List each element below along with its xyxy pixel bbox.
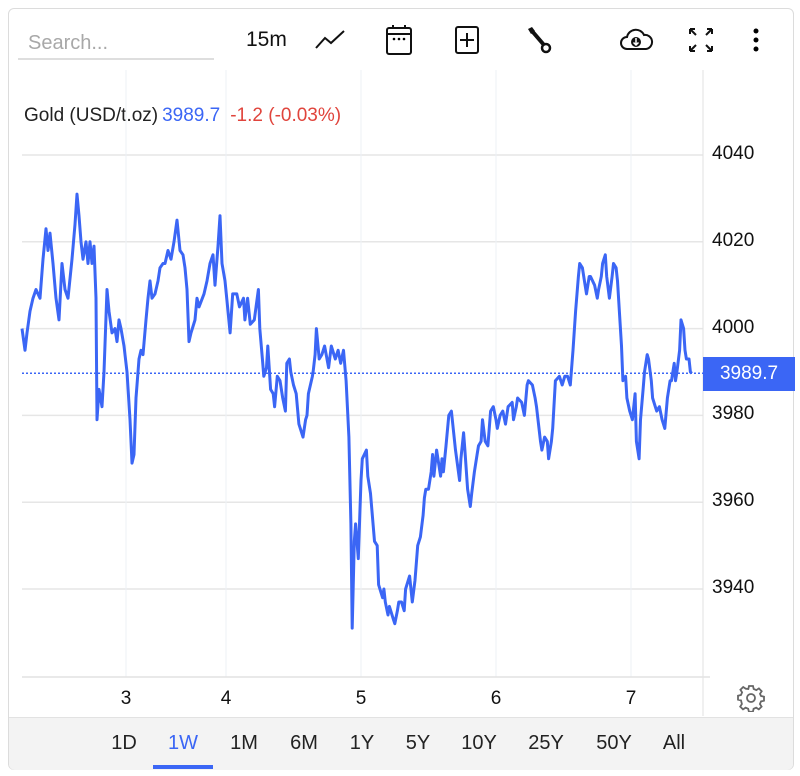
x-tick-label: 6 [490,688,502,709]
x-tick-label: 4 [220,688,232,709]
selected-range-indicator [153,765,213,769]
y-tick-label: 4000 [712,316,755,338]
cloud-download-icon[interactable] [616,24,656,56]
range-button-all[interactable]: All [662,732,686,754]
x-tick-label: 5 [355,688,367,709]
range-button-1y[interactable]: 1Y [349,732,375,754]
range-button-50y[interactable]: 50Y [596,732,632,754]
wrench-icon[interactable] [522,24,556,56]
y-tick-label: 3980 [712,403,755,425]
range-button-1d[interactable]: 1D [111,732,137,754]
y-tick-label: 3960 [712,490,755,512]
price-change: -1.2 (-0.03%) [230,105,342,126]
x-tick-label: 3 [120,688,132,709]
range-bar [9,717,793,770]
current-price-label: 3989.7 [703,357,795,391]
range-button-1m[interactable]: 1M [230,732,258,754]
add-indicator-icon[interactable] [450,24,484,56]
price-series-line [20,192,693,630]
calendar-icon[interactable] [382,24,416,56]
range-button-6m[interactable]: 6M [290,732,318,754]
symbol-name: Gold (USD/t.oz) [24,105,159,126]
fullscreen-icon[interactable] [684,24,718,56]
range-button-10y[interactable]: 10Y [461,732,497,754]
range-button-25y[interactable]: 25Y [528,732,564,754]
y-tick-label: 4040 [712,143,755,164]
chart-legend: Gold (USD/t.oz) 3989.7 -1.2 (-0.03%) [24,105,341,127]
last-price: 3989.7 [162,105,221,126]
interval-button[interactable]: 15m [246,28,287,51]
line-chart-icon[interactable] [312,24,348,56]
search-input[interactable] [18,28,214,60]
y-tick-label: 4020 [712,229,755,251]
y-tick-label: 3940 [712,577,755,598]
gear-icon[interactable] [737,684,765,713]
x-tick-label: 7 [625,688,637,709]
more-vertical-icon[interactable] [744,24,768,56]
range-button-1w[interactable]: 1W [168,732,198,754]
range-button-5y[interactable]: 5Y [405,732,431,754]
